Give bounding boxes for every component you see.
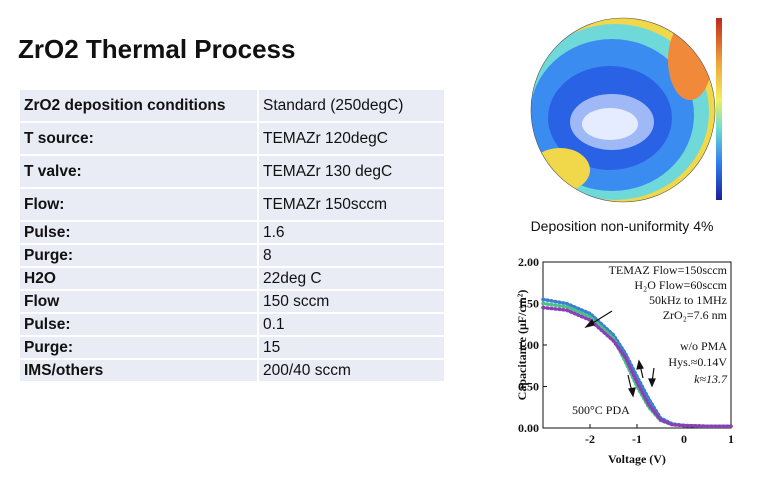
y-tick-label: 2.00: [518, 255, 539, 269]
cv-plot: 0.00 0.50 1.00 1.50 2.00 -2 -1 0 1 Voltage (V) Cap…: [515, 255, 734, 466]
arrows: [584, 310, 656, 398]
parameter: Purge:: [18, 335, 259, 360]
setting: 150 sccm: [257, 289, 446, 314]
annotation: Hys.≈0.14V: [668, 355, 727, 369]
x-tick-label: -1: [632, 432, 642, 446]
setting: TEMAZr 130 degC: [257, 154, 446, 189]
y-tick-label: 0.50: [518, 380, 539, 394]
table-row: H2O 22deg C: [18, 266, 446, 291]
conditions-table: ZrO2 deposition conditions Standard (250d…: [18, 88, 446, 383]
y-axis-label: Capacitance (μF/cm²): [515, 290, 529, 401]
table-row: Pulse: 1.6: [18, 220, 446, 245]
parameter: ZrO2 deposition conditions: [18, 88, 259, 123]
setting: 1.6: [257, 220, 446, 245]
wafer-caption: Deposition non-uniformity 4%: [531, 218, 714, 234]
parameter: T source:: [18, 121, 259, 156]
parameter: Pulse:: [18, 312, 259, 337]
color-bar: [716, 18, 722, 200]
setting: 15: [257, 335, 446, 360]
table-row: T valve: TEMAZr 130 degC: [18, 154, 446, 189]
x-axis-label: Voltage (V): [608, 452, 666, 466]
annotation: 50kHz to 1MHz: [649, 293, 727, 307]
x-tick-label: 1: [728, 432, 734, 446]
annotation: 500°C PDA: [572, 403, 630, 417]
parameter: Flow: [18, 289, 259, 314]
table-row: Pulse: 0.1: [18, 312, 446, 337]
table-row: Flow: TEMAZr 150sccm: [18, 187, 446, 222]
table-row: Purge: 8: [18, 243, 446, 268]
parameter: Purge:: [18, 243, 259, 268]
annotation: w/o PMA: [680, 339, 727, 353]
setting: Standard (250degC): [257, 88, 446, 123]
y-tick-label: 1.50: [518, 297, 539, 311]
table-row: ZrO2 deposition conditions Standard (250d…: [18, 88, 446, 123]
y-tick-label: 1.00: [518, 338, 539, 352]
table-row: Purge: 15: [18, 335, 446, 360]
table-row: T source: TEMAZr 120degC: [18, 121, 446, 156]
annotation: ZrO₂=7.6 nm: [663, 308, 728, 322]
y-tick-label: 0.00: [518, 421, 539, 435]
setting: 22deg C: [257, 266, 446, 291]
parameter: Pulse:: [18, 220, 259, 245]
x-tick-label: -2: [585, 432, 595, 446]
parameter: Flow:: [18, 187, 259, 222]
slide-title: ZrO2 Thermal Process: [18, 34, 296, 64]
setting: 0.1: [257, 312, 446, 337]
wafer-map: [531, 18, 715, 202]
setting: 200/40 sccm: [257, 358, 446, 383]
cv-curve: [541, 305, 733, 429]
setting: TEMAZr 120degC: [257, 121, 446, 156]
x-tick-label: 0: [681, 432, 687, 446]
annotation: H₂O Flow=60sccm: [634, 278, 727, 292]
annotation: TEMAZ Flow=150sccm: [609, 263, 728, 277]
parameter: T valve:: [18, 154, 259, 189]
annotation: k≈13.7: [694, 372, 728, 386]
parameter: H2O: [18, 266, 259, 291]
setting: TEMAZr 150sccm: [257, 187, 446, 222]
setting: 8: [257, 243, 446, 268]
table-row: Flow 150 sccm: [18, 289, 446, 314]
wafer-edge: [530, 17, 716, 203]
table-row: IMS/others 200/40 sccm: [18, 358, 446, 383]
parameter: IMS/others: [18, 358, 259, 383]
